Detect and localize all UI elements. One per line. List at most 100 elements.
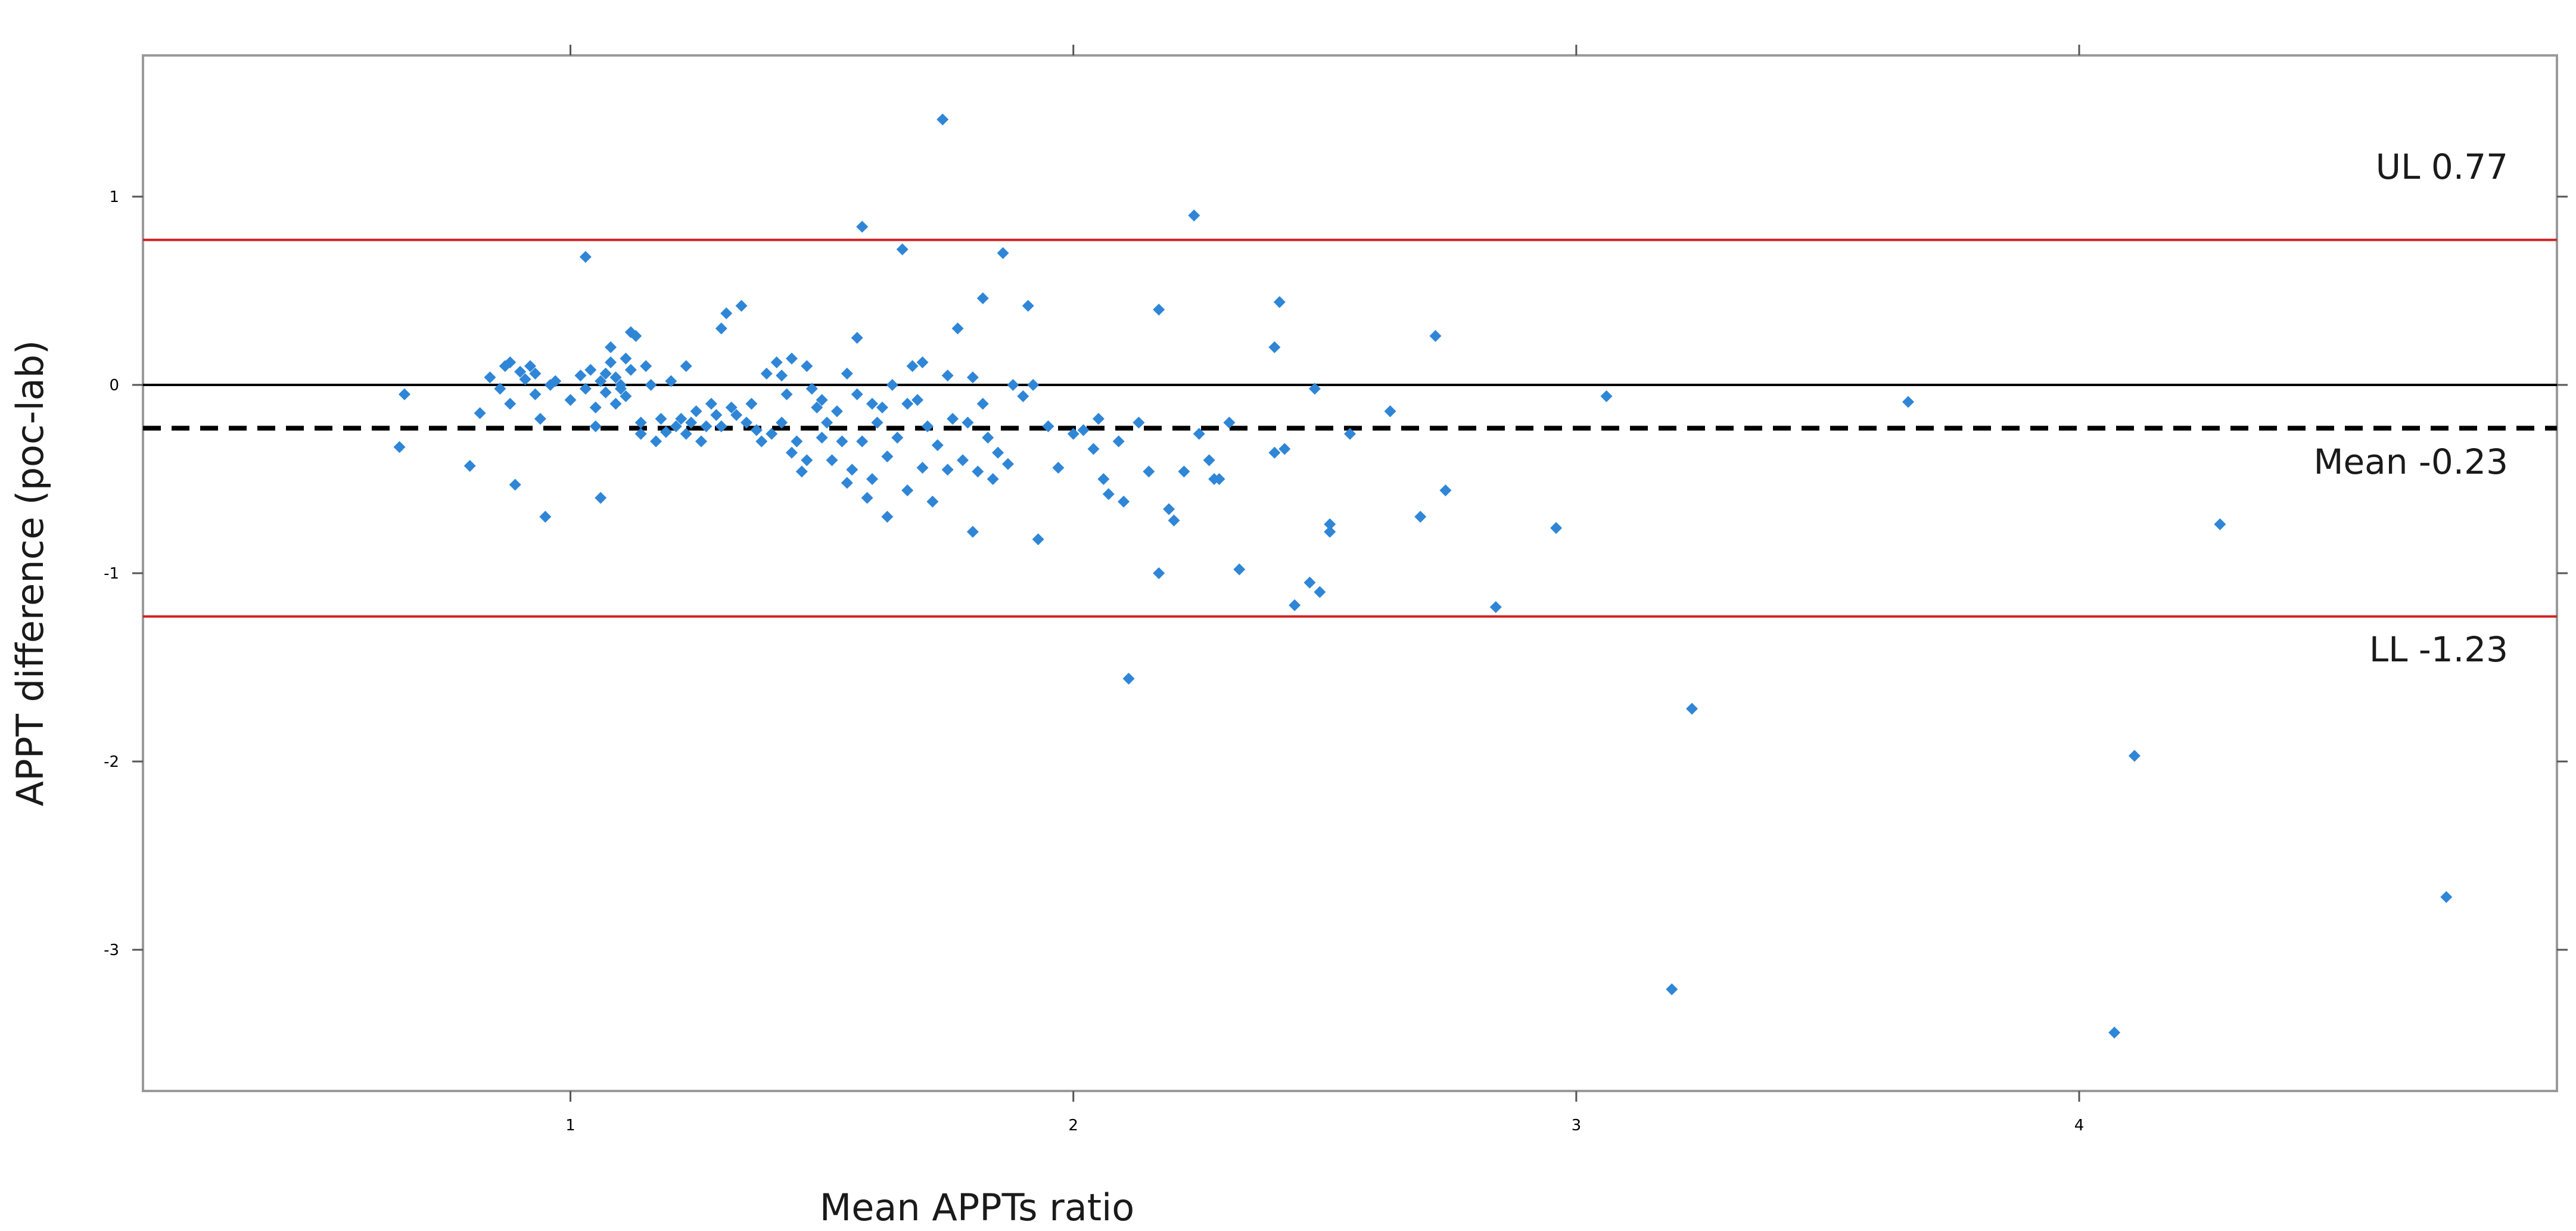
data-point xyxy=(926,495,939,508)
data-point xyxy=(1324,526,1336,538)
data-point xyxy=(911,394,924,406)
data-point xyxy=(2214,518,2226,530)
data-point xyxy=(529,388,542,400)
data-point xyxy=(1686,702,1698,715)
data-point xyxy=(1032,533,1044,546)
data-point xyxy=(614,379,627,391)
data-point xyxy=(579,251,592,263)
data-point xyxy=(1268,341,1281,353)
data-point xyxy=(680,428,692,440)
y-axis-title: APPT difference (poc-lab) xyxy=(8,340,52,806)
data-point xyxy=(776,369,788,382)
data-point xyxy=(836,435,848,447)
data-point xyxy=(715,420,727,433)
data-point xyxy=(1153,567,1165,579)
data-point xyxy=(705,397,717,410)
data-point xyxy=(876,401,888,414)
data-point xyxy=(620,390,632,402)
data-point xyxy=(997,247,1009,259)
data-point xyxy=(770,356,783,369)
data-point xyxy=(801,360,813,372)
data-point xyxy=(795,465,808,478)
data-point xyxy=(630,329,642,342)
data-point xyxy=(1007,379,1019,391)
data-point xyxy=(966,371,979,384)
data-point xyxy=(856,435,869,447)
reference-line-label: Mean -0.23 xyxy=(2313,442,2508,482)
data-point xyxy=(987,473,999,485)
data-point xyxy=(700,420,713,433)
data-point xyxy=(605,341,617,353)
data-point xyxy=(1439,484,1452,496)
data-point xyxy=(579,383,592,395)
data-point xyxy=(640,360,652,372)
x-tick-label: 3 xyxy=(1572,1117,1582,1134)
data-point xyxy=(750,424,763,436)
data-point xyxy=(1902,396,1915,408)
data-point xyxy=(916,356,929,369)
data-point xyxy=(605,356,617,369)
data-point xyxy=(1600,390,1613,402)
data-point xyxy=(901,397,914,410)
data-point xyxy=(514,365,527,378)
reference-labels: UL 0.77 Mean -0.23 LL -1.23 xyxy=(2313,147,2508,670)
data-point xyxy=(881,450,894,463)
data-point xyxy=(685,416,698,429)
data-point xyxy=(680,360,692,372)
data-point xyxy=(2440,891,2453,903)
data-point xyxy=(1122,672,1135,685)
data-point xyxy=(1022,300,1034,312)
data-point xyxy=(650,435,662,447)
data-point xyxy=(821,416,833,429)
data-point xyxy=(695,435,708,447)
data-point xyxy=(1233,563,1246,576)
data-point xyxy=(896,243,909,256)
data-point xyxy=(524,360,537,372)
data-point xyxy=(741,416,752,429)
x-tick-label: 4 xyxy=(2074,1117,2085,1134)
data-point xyxy=(2108,1027,2121,1039)
y-tick-label: -2 xyxy=(104,753,119,771)
data-point xyxy=(886,379,898,391)
data-point xyxy=(634,428,647,440)
data-point xyxy=(519,373,531,386)
data-point xyxy=(1268,446,1281,459)
data-point xyxy=(947,412,959,425)
reference-line-label: LL -1.23 xyxy=(2369,629,2508,670)
data-point xyxy=(1118,495,1130,508)
data-point xyxy=(609,371,622,384)
data-point xyxy=(620,352,632,365)
data-point xyxy=(951,322,964,335)
y-tick-label: 0 xyxy=(109,377,119,394)
data-point xyxy=(906,360,919,372)
data-point xyxy=(1077,424,1090,436)
data-point xyxy=(851,332,863,344)
data-point xyxy=(1027,379,1040,391)
data-point xyxy=(474,407,486,419)
data-point xyxy=(776,416,788,429)
y-tick-label: -1 xyxy=(104,565,119,583)
data-point xyxy=(529,368,542,380)
data-point xyxy=(1042,420,1054,433)
data-point xyxy=(760,368,773,380)
data-point xyxy=(891,431,904,444)
data-point xyxy=(1666,983,1678,996)
y-axis: 1 0 -1 -2 -3 xyxy=(104,188,2568,959)
data-point xyxy=(931,439,944,452)
data-point xyxy=(1067,428,1079,440)
data-point xyxy=(785,352,798,365)
data-point xyxy=(589,420,602,433)
data-point xyxy=(941,369,954,382)
data-point xyxy=(564,394,577,406)
data-point xyxy=(659,426,672,438)
data-point xyxy=(463,459,476,472)
data-point xyxy=(1168,514,1180,527)
data-point xyxy=(599,368,612,380)
data-point xyxy=(846,464,858,476)
data-point xyxy=(595,492,607,504)
data-point xyxy=(1001,458,1014,470)
data-point xyxy=(1324,518,1336,530)
data-point xyxy=(1429,329,1442,342)
data-point xyxy=(589,401,602,414)
data-point xyxy=(1092,412,1105,425)
